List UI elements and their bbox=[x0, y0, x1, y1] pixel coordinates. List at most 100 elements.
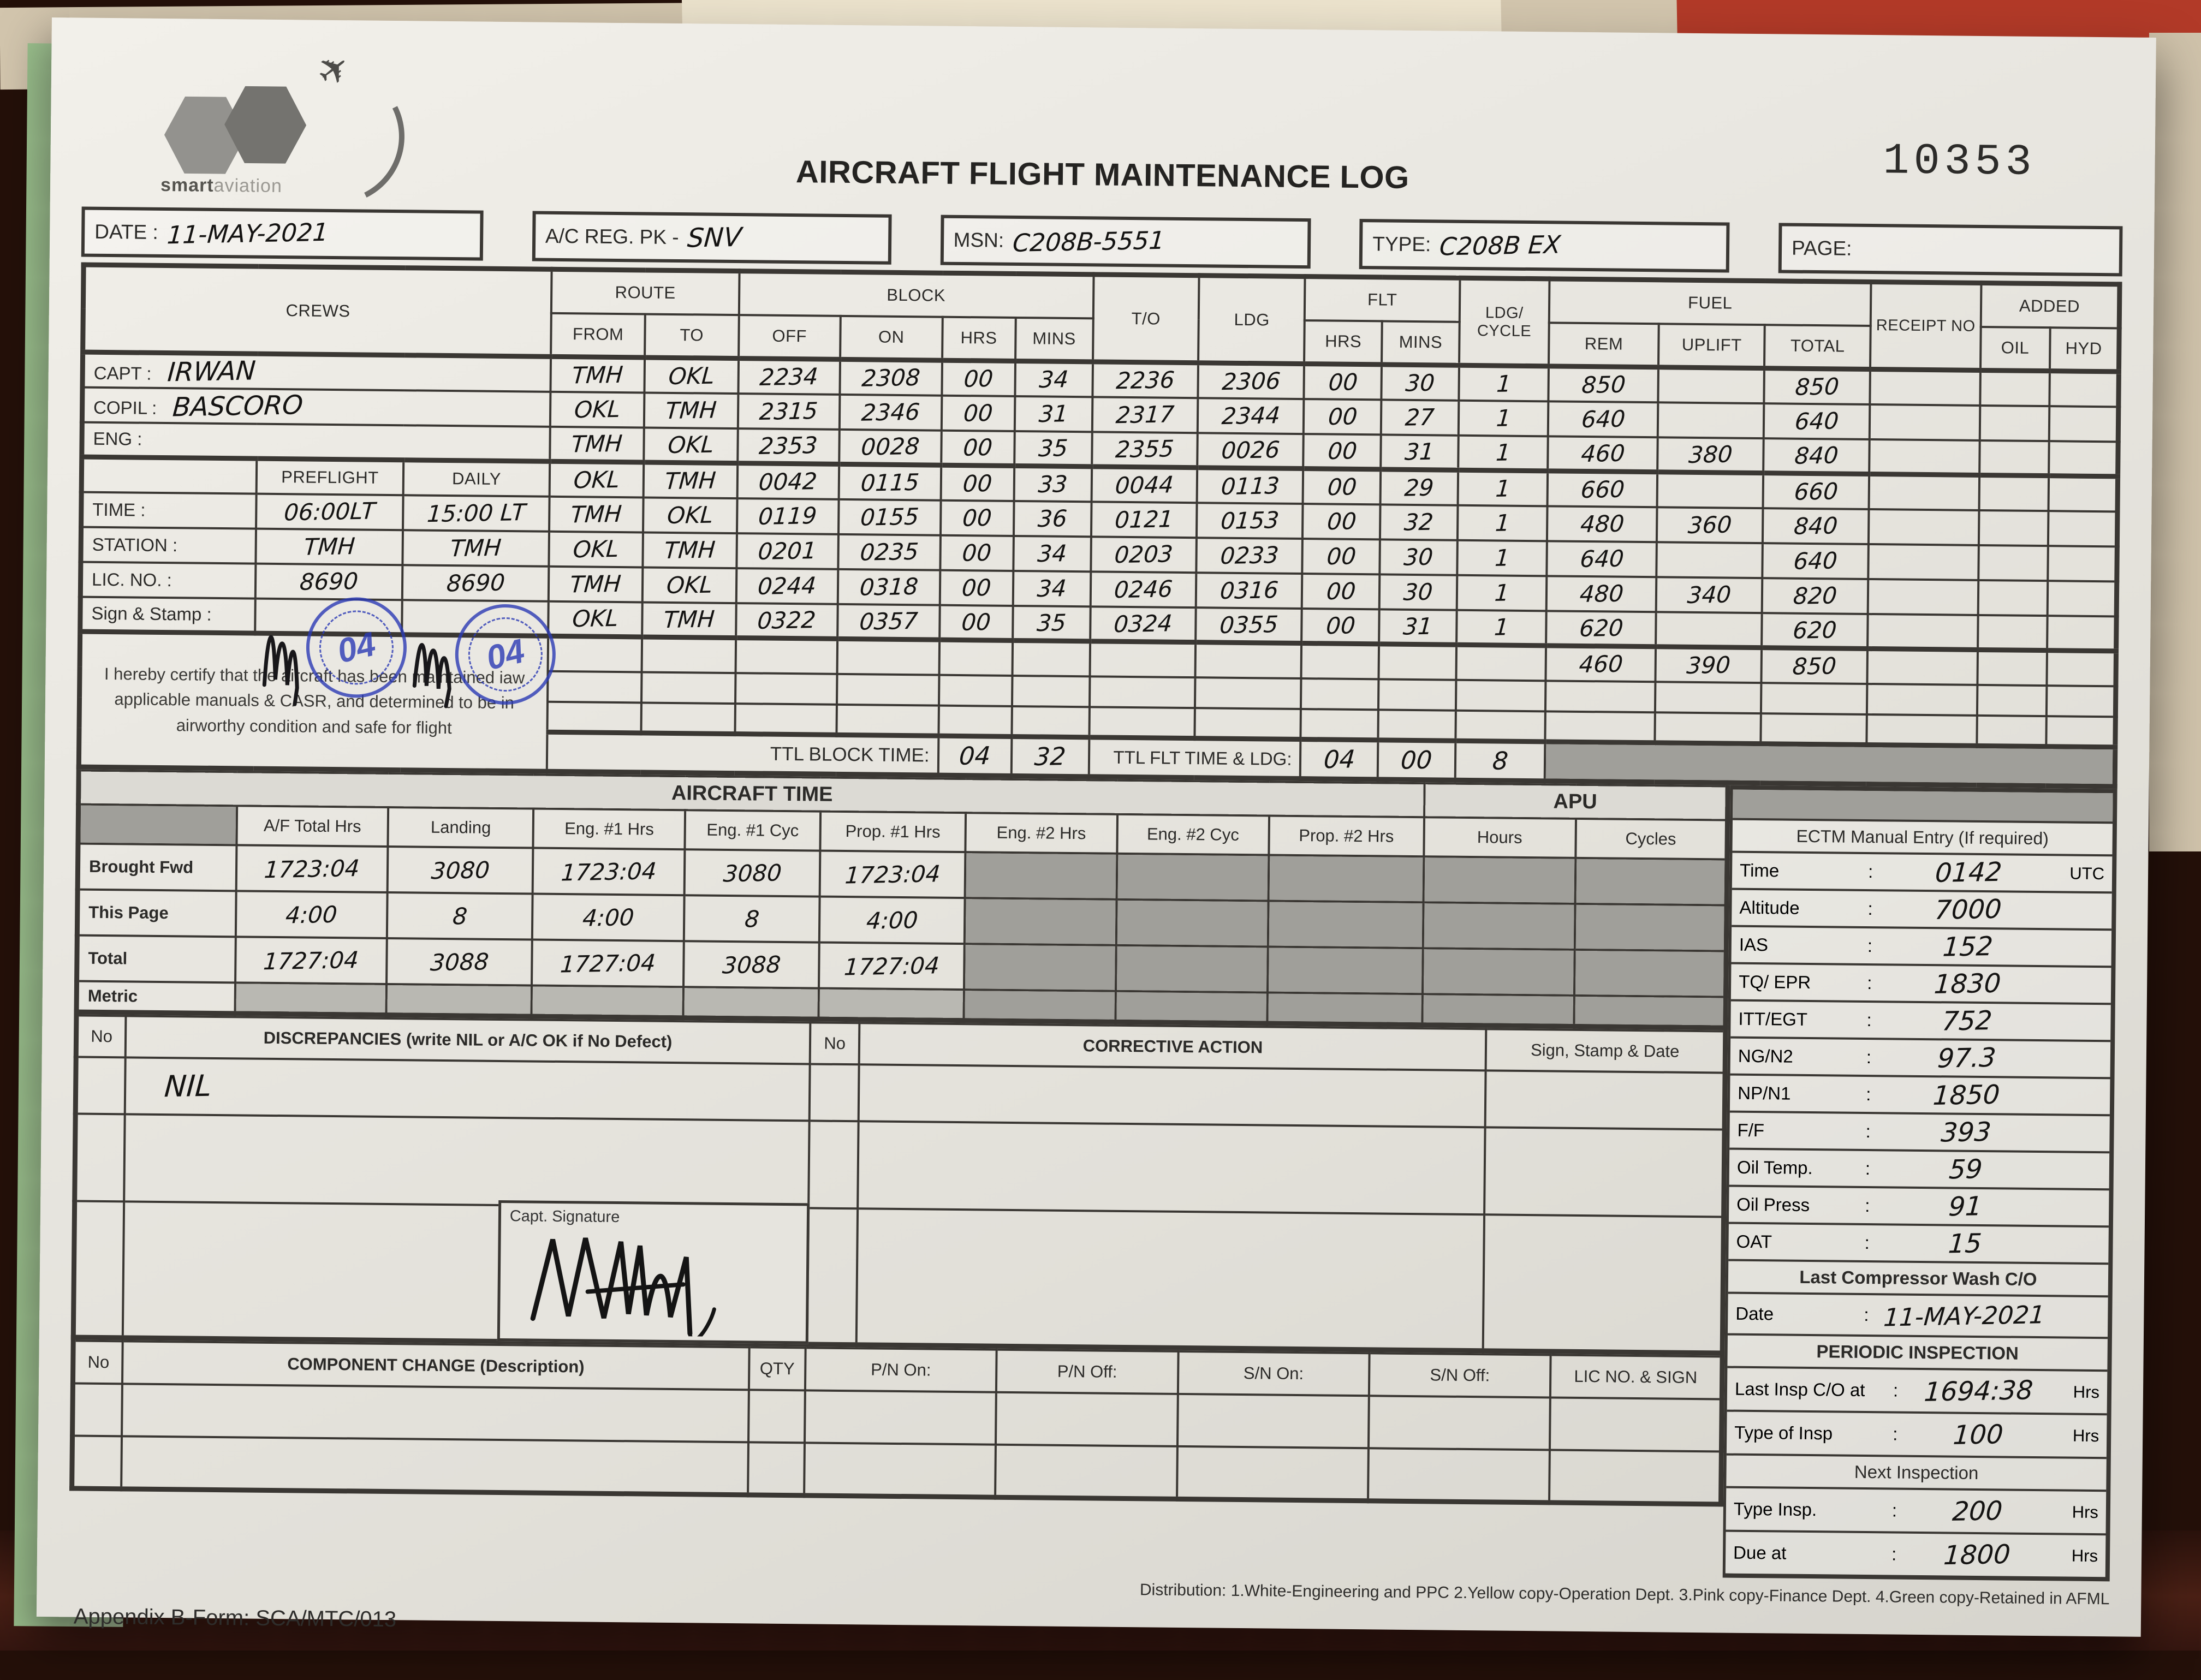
ectm-label: Oil Press bbox=[1736, 1194, 1810, 1216]
ectm-value: 59 bbox=[1948, 1154, 1984, 1185]
preflight-header: PREFLIGHT bbox=[256, 458, 404, 495]
ectm-panel: ECTM Manual Entry (If required) Time: 014… bbox=[1722, 785, 2117, 1582]
cycle-value: 1 bbox=[1495, 439, 1512, 466]
sign-stamp-label: Sign & Stamp : bbox=[80, 597, 256, 634]
component-change-header: COMPONENT CHANGE (Description) bbox=[122, 1341, 749, 1390]
table-row bbox=[74, 1113, 1725, 1217]
uplift-value: 360 bbox=[1687, 511, 1733, 539]
ectm-value: 0142 bbox=[1934, 856, 2003, 889]
from-value: TMH bbox=[569, 570, 622, 598]
eng1-cyc-value: 3088 bbox=[721, 950, 782, 979]
total-value: 640 bbox=[1794, 407, 1840, 435]
periodic-inspection-title: PERIODIC INSPECTION bbox=[1727, 1335, 2108, 1372]
ectm-row: F/F: 393 bbox=[1729, 1112, 2110, 1154]
fuel-uplift-header: UPLIFT bbox=[1658, 323, 1765, 368]
blank-cell bbox=[81, 457, 257, 494]
ectm-value: 97.3 bbox=[1936, 1042, 1997, 1074]
ectm-row: Time: 0142 UTC bbox=[1732, 853, 2113, 894]
ectm-title: ECTM Manual Entry (If required) bbox=[1732, 820, 2113, 857]
ttl-block-time-label: TTL BLOCK TIME: bbox=[547, 732, 938, 776]
ttl-ldg-count: 8 bbox=[1491, 746, 1509, 776]
next-type-value: 200 bbox=[1951, 1496, 2004, 1527]
to-value: OKL bbox=[667, 431, 715, 458]
ectm-row: TQ/ EPR: 1830 bbox=[1730, 964, 2111, 1005]
hrs-value: 00 bbox=[961, 504, 993, 532]
date-value: 11-MAY-2021 bbox=[165, 217, 329, 249]
total-value: 640 bbox=[1793, 547, 1839, 575]
route-header: ROUTE bbox=[551, 269, 740, 315]
takeoff-value: 0121 bbox=[1114, 505, 1174, 534]
from-value: TMH bbox=[570, 430, 624, 458]
last-insp-unit: Hrs bbox=[2073, 1382, 2100, 1402]
next-type-label: Type Insp. bbox=[1733, 1498, 1817, 1520]
form-title: AIRCRAFT FLIGHT MAINTENANCE LOG bbox=[795, 154, 1410, 195]
form-header: ✈ smartaviation AIRCRAFT FLIGHT MAINTENA… bbox=[82, 28, 2125, 223]
ttl-flt-hrs: 04 bbox=[1322, 744, 1356, 775]
due-at-unit: Hrs bbox=[2071, 1546, 2098, 1566]
receipt-no-header: RECEIPT NO bbox=[1870, 282, 1982, 371]
next-type-row: Type Insp.: 200 Hrs bbox=[1726, 1488, 2107, 1536]
rem-value: 460 bbox=[1578, 650, 1624, 678]
daily-time-value: 15:00 LT bbox=[426, 498, 527, 528]
takeoff-value: 2317 bbox=[1115, 401, 1175, 429]
flt-hrs-value: 00 bbox=[1325, 611, 1357, 639]
corrective-action-header: CORRECTIVE ACTION bbox=[859, 1022, 1486, 1070]
off-value: 2353 bbox=[758, 431, 819, 460]
flt-mins-value: 31 bbox=[1404, 438, 1435, 466]
oil-header: OIL bbox=[1980, 326, 2050, 371]
flt-mins-value: 30 bbox=[1402, 578, 1434, 606]
corr-no-header: No bbox=[810, 1022, 860, 1064]
shaded-cell bbox=[1544, 741, 2115, 787]
ttl-flt-time-label: TTL FLT TIME & LDG: bbox=[1088, 737, 1301, 779]
col-header: A/F Total Hrs bbox=[236, 806, 389, 847]
registration-label: A/C REG. PK - bbox=[545, 224, 679, 249]
from-value: TMH bbox=[571, 361, 624, 389]
colon: : bbox=[1867, 898, 1873, 919]
ectm-row: NP/N1: 1850 bbox=[1729, 1075, 2110, 1117]
flt-header: FLT bbox=[1305, 276, 1460, 322]
discrepancies-table: No DISCREPANCIES (write NIL or A/C OK if… bbox=[70, 1014, 1728, 1356]
preflight-time-value: 06:00LT bbox=[283, 497, 377, 526]
crews-header: CREWS bbox=[82, 265, 552, 357]
flt-mins-value: 32 bbox=[1403, 508, 1435, 536]
flt-hrs-value: 00 bbox=[1327, 368, 1359, 396]
next-type-unit: Hrs bbox=[2072, 1502, 2099, 1522]
off-value: 0244 bbox=[757, 571, 817, 600]
takeoff-value: 0203 bbox=[1114, 540, 1174, 569]
disc-no-header: No bbox=[76, 1015, 126, 1057]
form-serial-number: 10353 bbox=[1883, 136, 2037, 188]
flt-mins-header: MINS bbox=[1382, 320, 1460, 366]
table-row: Capt. Signature bbox=[73, 1200, 1724, 1353]
takeoff-value: 0324 bbox=[1113, 609, 1174, 638]
lic-no-label: LIC. NO. : bbox=[80, 562, 256, 599]
on-header: ON bbox=[840, 315, 943, 361]
colon: : bbox=[1864, 1304, 1869, 1325]
from-value: OKL bbox=[573, 395, 621, 424]
ldg-value: 0153 bbox=[1220, 507, 1280, 535]
pn-off-header: P/N Off: bbox=[996, 1349, 1179, 1394]
ectm-label: Time bbox=[1739, 860, 1780, 881]
ldg-value: 2306 bbox=[1221, 367, 1282, 396]
landing-header: LDG bbox=[1198, 275, 1305, 364]
mins-value: 34 bbox=[1036, 575, 1068, 603]
mins-value: 35 bbox=[1036, 609, 1067, 636]
flt-hrs-value: 00 bbox=[1326, 473, 1358, 501]
ectm-label: F/F bbox=[1737, 1119, 1765, 1141]
sign-stamp-date-header: Sign, Stamp & Date bbox=[1486, 1028, 1726, 1073]
eng-label: ENG : bbox=[93, 428, 142, 449]
ectm-row: NG/N2: 97.3 bbox=[1730, 1038, 2111, 1080]
crew-signature bbox=[412, 642, 451, 708]
colon: : bbox=[1893, 1423, 1898, 1444]
ldg-value: 0355 bbox=[1218, 610, 1279, 639]
ectm-row: ITT/EGT: 752 bbox=[1730, 1001, 2111, 1042]
eng1-hrs-value: 1723:04 bbox=[560, 857, 658, 886]
ectm-row: Altitude: 7000 bbox=[1732, 890, 2112, 931]
takeoff-value: 2236 bbox=[1115, 366, 1176, 395]
component-change-table: No COMPONENT CHANGE (Description) QTY P/… bbox=[69, 1339, 1725, 1507]
on-value: 0115 bbox=[860, 469, 920, 497]
ectm-unit bbox=[2050, 1170, 2102, 1171]
msn-value: C208B-5551 bbox=[1012, 225, 1166, 258]
ectm-unit: UTC bbox=[2069, 863, 2105, 884]
hrs-value: 00 bbox=[962, 470, 993, 498]
logo-wordmark: smartaviation bbox=[160, 175, 282, 197]
